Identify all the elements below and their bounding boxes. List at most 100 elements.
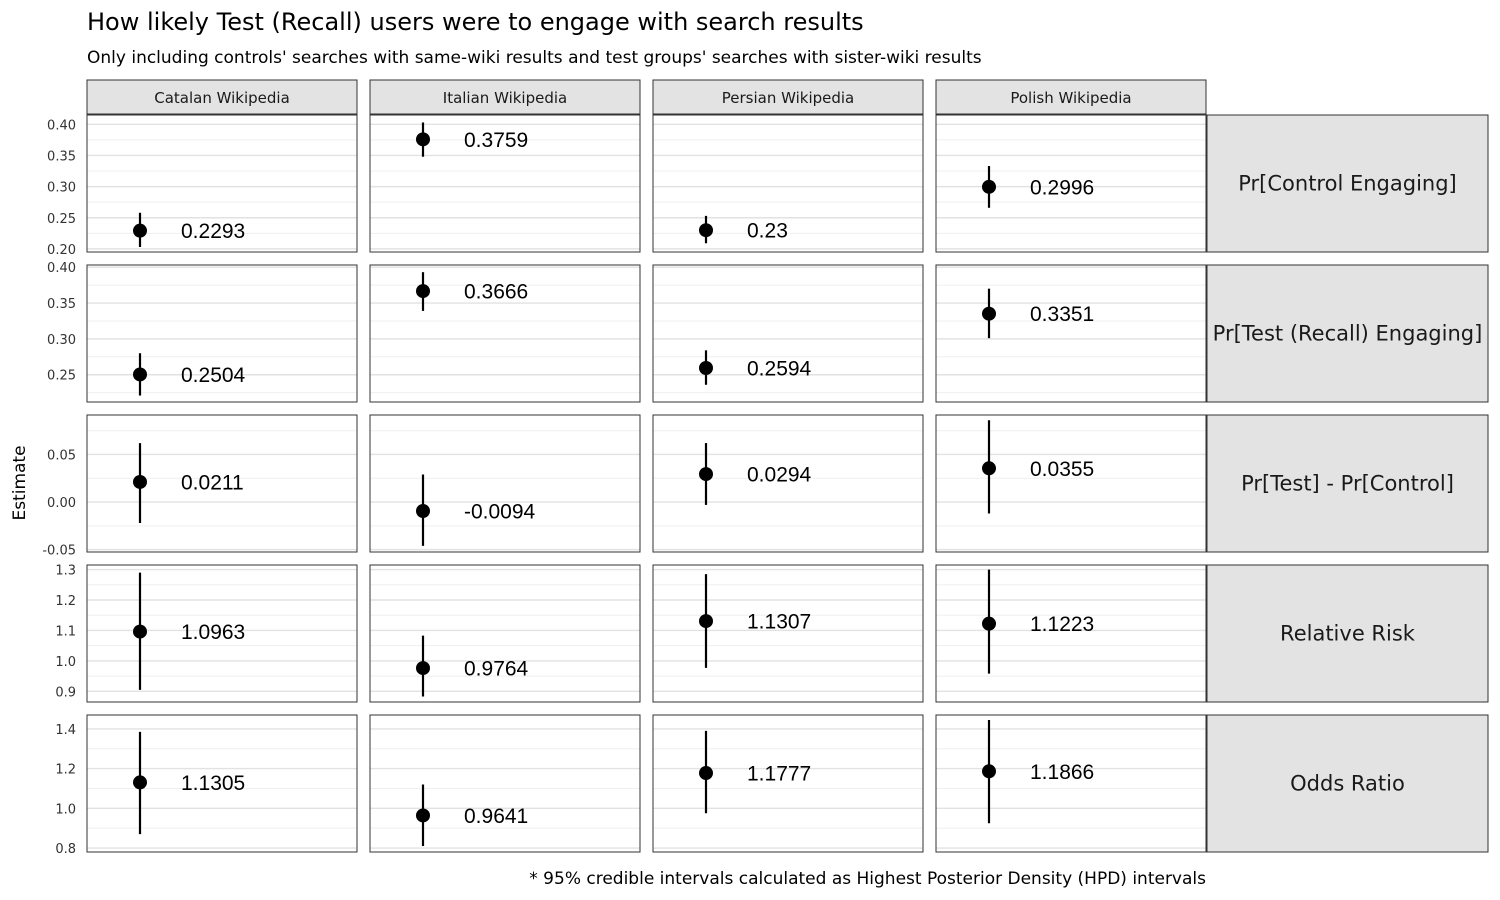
panel-border [86,714,358,853]
panel-background [370,415,640,552]
estimate-point [416,808,430,823]
y-tick-label: 1.0 [55,655,76,670]
panel-background [936,115,1206,252]
panel-background [653,265,923,402]
panel-border [369,414,641,553]
panel-border [652,714,924,853]
row-strip-label: Pr[Control Engaging] [1238,172,1456,196]
estimate-label: 0.9764 [464,658,529,681]
panel-4-3: 1.1866 [935,714,1207,853]
panel-border [369,264,641,403]
estimate-point [699,467,713,482]
panel-4-0: 1.1305 [86,714,358,853]
panel-background [653,415,923,552]
panel-1-1: 0.3666 [369,264,641,403]
panel-border [935,114,1207,253]
panel-border [935,564,1207,703]
chart-subtitle: Only including controls' searches with s… [87,48,982,68]
estimate-label: 1.0963 [181,621,245,644]
estimate-label: 1.1307 [747,611,811,634]
panel-2-2: 0.0294 [652,414,924,553]
y-tick-label: 0.25 [47,369,76,384]
estimate-label: 1.1223 [1030,613,1094,636]
y-tick-label: 0.25 [47,212,76,227]
estimate-point [982,764,996,779]
panel-0-0: 0.2293 [86,114,358,253]
column-strip-label: Catalan Wikipedia [154,89,290,107]
panel-border [86,564,358,703]
y-tick-label: 1.2 [55,594,76,609]
panel-0-2: 0.23 [652,114,924,253]
panel-border [652,414,924,553]
estimate-point [133,624,147,639]
panel-1-3: 0.3351 [935,264,1207,403]
estimate-point [416,284,430,299]
chart-title: How likely Test (Recall) users were to e… [87,8,864,36]
column-strip-label: Polish Wikipedia [1010,89,1131,107]
estimate-label: 0.0294 [747,464,812,487]
estimate-label: 1.1777 [747,763,811,786]
row-strip-1 [1206,264,1489,403]
estimate-point [133,223,147,238]
estimate-label: 0.2996 [1030,176,1094,199]
panel-4-2: 1.1777 [652,714,924,853]
panel-background [653,115,923,252]
y-tick-label: 0.35 [47,149,76,164]
estimate-label: 0.23 [747,220,788,243]
panel-border [935,264,1207,403]
panel-0-1: 0.3759 [369,114,641,253]
estimate-label: 0.3759 [464,129,528,152]
estimate-label: 1.1305 [181,772,245,795]
row-strip-label: Relative Risk [1280,622,1416,646]
panel-border [652,114,924,253]
estimate-label: 0.2504 [181,364,246,387]
y-tick-label: 1.1 [55,624,76,639]
estimate-point [699,361,713,376]
panel-background [936,715,1206,852]
panel-background [370,115,640,252]
panel-border [369,114,641,253]
estimate-point [982,179,996,194]
panel-background [370,265,640,402]
panel-background [87,715,357,852]
y-tick-label: 0.40 [47,261,76,276]
y-tick-label: 1.3 [55,564,76,579]
estimate-point [699,766,713,781]
y-axis-label: Estimate [10,445,30,520]
panel-border [369,714,641,853]
estimate-label: 0.3666 [464,281,528,304]
panel-background [370,565,640,702]
y-tick-label: -0.05 [42,544,76,559]
estimate-point [133,474,147,489]
panel-background [936,415,1206,552]
estimate-point [982,461,996,476]
y-tick-label: 0.30 [47,181,76,196]
panel-background [936,565,1206,702]
estimate-label: 0.0355 [1030,458,1094,481]
estimate-point [416,503,430,518]
y-tick-label: 0.30 [47,333,76,348]
y-tick-label: 0.20 [47,243,76,258]
column-strip-label: Persian Wikipedia [722,89,855,107]
y-tick-label: 0.00 [47,496,76,511]
y-tick-label: 1.2 [55,763,76,778]
estimate-point [416,661,430,676]
estimate-label: 0.2594 [747,358,812,381]
panel-2-0: 0.0211 [86,414,358,553]
estimate-point [982,616,996,631]
panel-1-2: 0.2594 [652,264,924,403]
row-strip-0 [1206,114,1489,253]
row-strip-label: Pr[Test] - Pr[Control] [1241,472,1454,496]
row-strip-3 [1206,564,1489,703]
y-tick-label: 0.9 [55,685,76,700]
panel-background [370,715,640,852]
y-tick-label: 1.0 [55,802,76,817]
column-strip-3 [935,79,1207,115]
panel-background [936,265,1206,402]
estimate-label: 0.3351 [1030,303,1094,326]
estimate-point [699,223,713,238]
panel-border [652,264,924,403]
row-strip-label: Pr[Test (Recall) Engaging] [1213,322,1483,346]
estimate-label: 0.0211 [181,471,244,494]
